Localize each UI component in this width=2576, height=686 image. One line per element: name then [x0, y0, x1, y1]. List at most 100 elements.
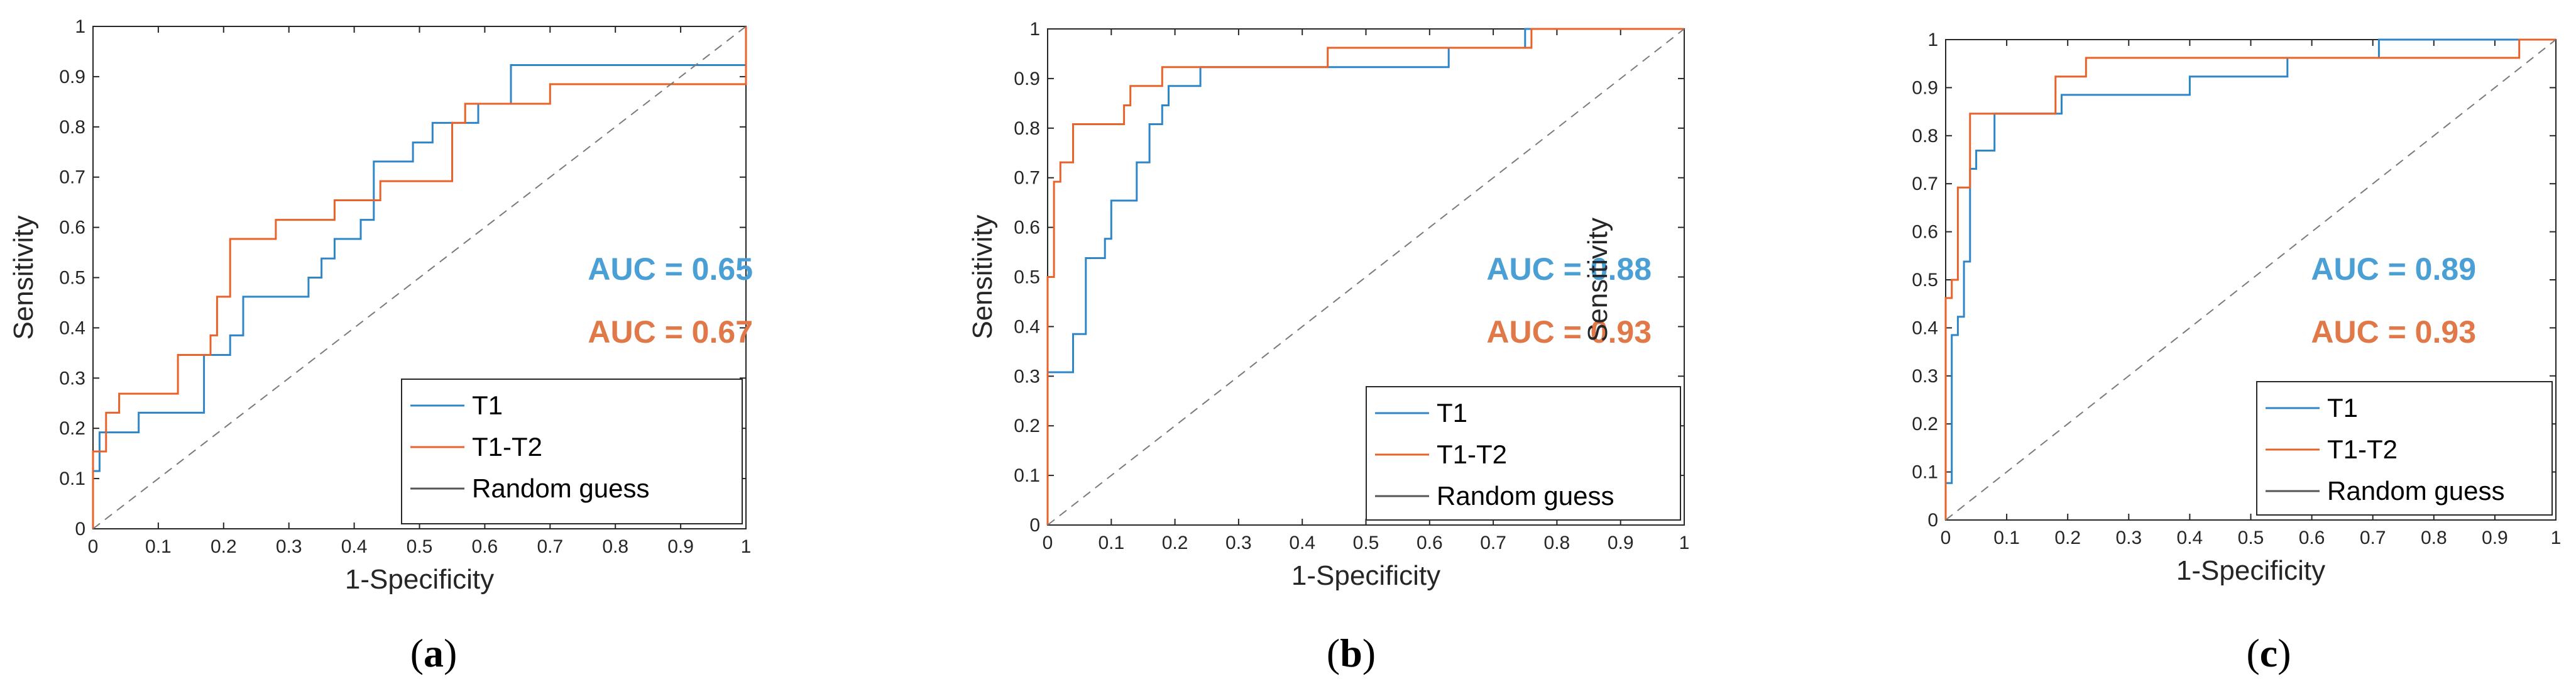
- panel-caption-letter: c: [2260, 631, 2277, 675]
- series-line-t1-t2: [92, 26, 747, 529]
- x-tick-label: 0.5: [2238, 528, 2264, 548]
- series-line-t1: [1046, 28, 1684, 525]
- y-tick-label: 0.6: [1912, 222, 1938, 243]
- x-tick-label: 0.1: [1993, 528, 2020, 548]
- legend-box: [1366, 386, 1681, 521]
- x-tick-label: 0.7: [2360, 528, 2386, 548]
- x-tick-label: 0: [88, 536, 99, 557]
- y-tick-label: 0: [1029, 515, 1040, 536]
- x-tick-label: 0.6: [472, 536, 498, 557]
- legend-entry: T1: [1437, 398, 1467, 428]
- y-tick-label: 0.1: [1912, 462, 1938, 483]
- x-axis-label: 1-Specificity: [2176, 555, 2325, 586]
- panel-caption-open: (: [2246, 631, 2259, 675]
- x-tick-label: 0: [1043, 533, 1053, 553]
- legend-entry: T1-T2: [2327, 434, 2398, 464]
- y-axis-label: Sensitivity: [1582, 218, 1613, 342]
- legend-box: [401, 379, 743, 524]
- auc-annotation: AUC = 0.93: [2311, 314, 2476, 350]
- legend-entry: Random guess: [2327, 476, 2505, 506]
- x-tick-label: 0.7: [1480, 533, 1506, 553]
- y-tick-label: 0.5: [1014, 267, 1040, 288]
- panel-caption-open: (: [1327, 631, 1340, 675]
- y-tick-label: 0.3: [1014, 366, 1040, 387]
- legend: T1 T1-T2 Random guess: [1366, 386, 1681, 521]
- y-tick-label: 1: [1029, 19, 1040, 40]
- x-tick-label: 0.3: [1225, 533, 1252, 553]
- auc-annotation: AUC = 0.89: [2311, 252, 2476, 287]
- auc-annotation: AUC = 0.67: [588, 314, 753, 350]
- y-tick-label: 0.4: [1912, 318, 1938, 338]
- x-tick-label: 0.2: [2054, 528, 2081, 548]
- y-tick-label: 0.2: [59, 418, 85, 439]
- panel-caption: (c): [2246, 631, 2291, 675]
- x-tick-label: 0.5: [407, 536, 433, 557]
- legend-entry: Random guess: [1437, 481, 1614, 511]
- y-tick-label: 0.6: [59, 218, 85, 238]
- x-tick-label: 0.4: [2177, 528, 2203, 548]
- y-tick-label: 0.6: [1014, 218, 1040, 238]
- y-tick-label: 0.7: [1912, 174, 1938, 194]
- x-tick-label: 0.5: [1353, 533, 1379, 553]
- x-tick-label: 0.7: [537, 536, 563, 557]
- y-tick-label: 0.4: [59, 318, 85, 338]
- series-line-random-guess: [92, 26, 747, 529]
- legend: T1 T1-T2 Random guess: [2256, 381, 2553, 516]
- y-tick-label: 0.1: [59, 468, 85, 489]
- y-tick-label: 0.8: [59, 117, 85, 138]
- panel-caption-letter: a: [424, 631, 444, 675]
- x-tick-label: 0.8: [602, 536, 628, 557]
- x-tick-label: 0.8: [1544, 533, 1570, 553]
- x-tick-label: 1: [2551, 528, 2562, 548]
- x-tick-label: 0.9: [1608, 533, 1634, 553]
- y-tick-label: 0.3: [59, 368, 85, 389]
- y-tick-label: 0.9: [1912, 77, 1938, 98]
- y-tick-label: 0.7: [59, 167, 85, 188]
- x-axis-label: 1-Specificity: [1291, 560, 1440, 591]
- x-tick-label: 0.9: [667, 536, 694, 557]
- series-line-t1-t2: [1944, 38, 2556, 520]
- legend-entry: T1-T2: [472, 432, 542, 462]
- y-tick-label: 0: [1927, 510, 1938, 531]
- y-tick-label: 0.8: [1912, 126, 1938, 147]
- auc-annotation: AUC = 0.93: [1486, 314, 1652, 350]
- x-axis-label: 1-Specificity: [345, 564, 494, 595]
- auc-annotation: AUC = 0.65: [588, 252, 753, 287]
- panel-caption-close: ): [1362, 631, 1376, 675]
- x-tick-label: 0.3: [276, 536, 302, 557]
- y-tick-label: 0.5: [59, 268, 85, 289]
- y-tick-label: 0.4: [1014, 316, 1040, 337]
- panel-caption: (a): [410, 631, 458, 675]
- y-tick-label: 1: [75, 16, 85, 37]
- x-tick-label: 0.3: [2115, 528, 2142, 548]
- y-tick-label: 0.2: [1912, 414, 1938, 434]
- series-line-t1-t2: [1046, 28, 1684, 525]
- series-line-t1: [92, 26, 747, 529]
- x-tick-label: 0.2: [1162, 533, 1188, 553]
- y-tick-label: 0.9: [1014, 69, 1040, 89]
- legend-entry: T1-T2: [1437, 440, 1507, 469]
- legend-entry: T1: [2327, 393, 2358, 423]
- x-tick-label: 0.6: [1417, 533, 1443, 553]
- y-tick-label: 0.1: [1014, 465, 1040, 486]
- y-tick-label: 0.7: [1014, 168, 1040, 189]
- x-tick-label: 0.9: [2482, 528, 2508, 548]
- panel-caption-close: ): [2277, 631, 2291, 675]
- y-tick-label: 0.9: [59, 67, 85, 87]
- x-tick-label: 0.4: [341, 536, 368, 557]
- legend-entry: Random guess: [472, 473, 650, 503]
- x-tick-label: 0.8: [2421, 528, 2447, 548]
- x-tick-label: 0.4: [1289, 533, 1315, 553]
- y-tick-label: 0.8: [1014, 118, 1040, 139]
- series-line-t1: [1944, 38, 2556, 520]
- x-tick-label: 0.1: [1098, 533, 1124, 553]
- panel-caption-close: ): [444, 631, 457, 675]
- legend: T1 T1-T2 Random guess: [401, 379, 743, 524]
- x-tick-label: 0.2: [211, 536, 237, 557]
- y-tick-label: 0.2: [1014, 416, 1040, 436]
- y-tick-label: 0.5: [1912, 270, 1938, 290]
- panel-caption-letter: b: [1340, 631, 1362, 675]
- roc-panel-b: 0 0.1 0.2 0.3 0.4 0.5 0.6 0.7 0.8 0.9 1 0 0.1 0.2 0.3 0…: [967, 19, 1689, 675]
- y-tick-label: 0: [75, 519, 85, 539]
